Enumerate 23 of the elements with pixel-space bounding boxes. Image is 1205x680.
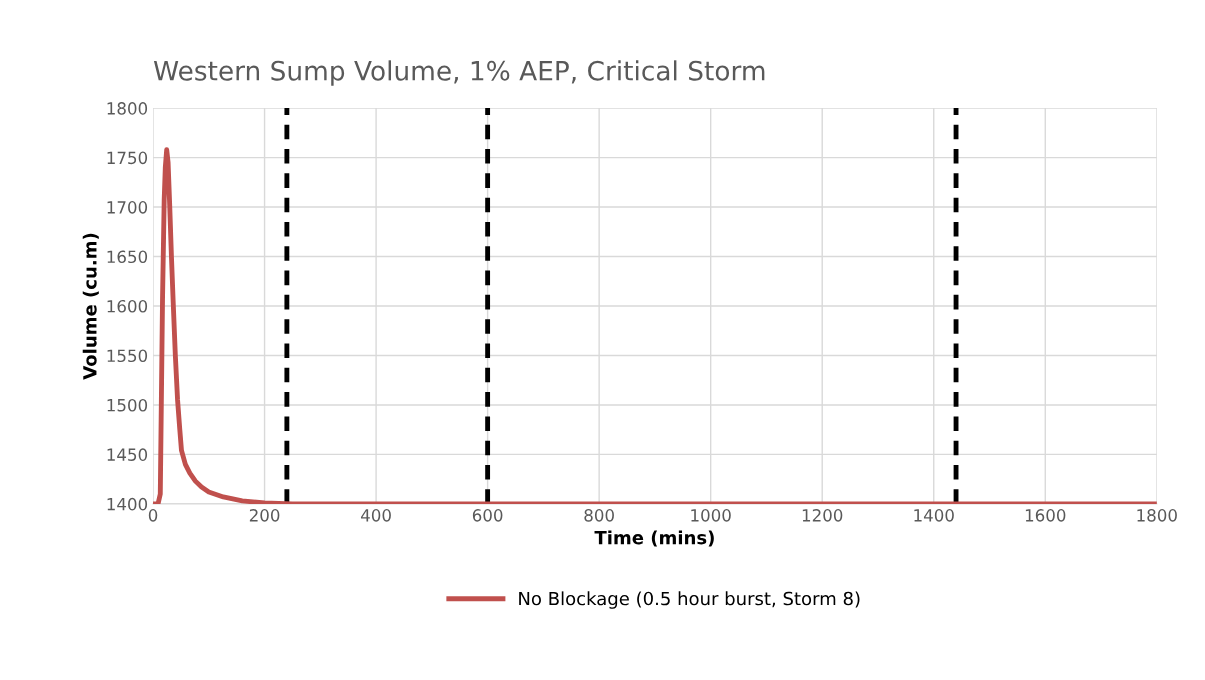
x-tick-label: 800 (584, 509, 614, 522)
x-tick-label: 1600 (1025, 509, 1066, 522)
x-tick-label: 0 (148, 509, 158, 522)
y-tick-label: 1500 (107, 398, 148, 412)
x-tick-label: 1000 (691, 509, 731, 522)
x-tick-label: 600 (472, 509, 503, 522)
chart-title: Western Sump Volume, 1% AEP, Critical Storm (153, 60, 765, 86)
y-axis-title: Volume (cu.m) (82, 233, 99, 380)
y-tick-label: 1700 (107, 201, 148, 214)
x-tick-label: 1400 (914, 509, 954, 522)
legend-label: No Blockage (0.5 hour burst, Storm 8) (519, 591, 860, 609)
x-tick-label: 1800 (1137, 509, 1177, 522)
x-tick-label: 1200 (802, 509, 843, 522)
y-tick-label: 1550 (107, 349, 148, 363)
y-tick-label: 1400 (107, 497, 148, 511)
y-tick-label: 1600 (107, 299, 148, 313)
y-tick-label: 1450 (107, 448, 148, 461)
x-axis-title: Time (mins) (594, 530, 714, 547)
y-tick-label: 1800 (107, 102, 148, 115)
x-tick-label: 400 (361, 509, 391, 522)
y-tick-label: 1750 (107, 151, 148, 165)
x-tick-label: 200 (249, 509, 280, 522)
y-tick-label: 1650 (107, 250, 148, 264)
